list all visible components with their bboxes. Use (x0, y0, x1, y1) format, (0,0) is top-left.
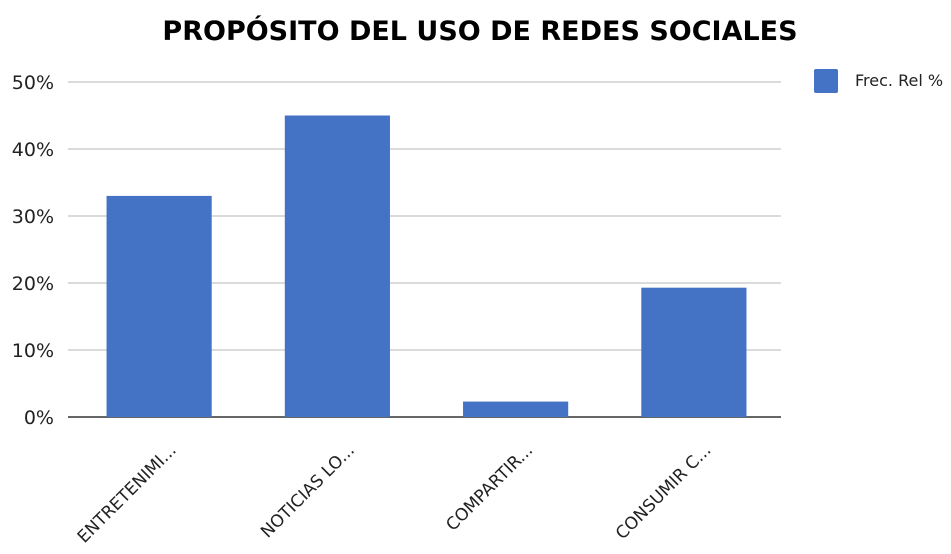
x-tick-label: CONSUMIR C... (612, 440, 715, 543)
bar (106, 195, 212, 417)
x-tick-label: NOTICIAS LO... (257, 440, 359, 542)
legend-label: Frec. Rel % (855, 71, 943, 90)
y-tick-label: 0% (24, 407, 54, 429)
y-axis: 0% 10% 20% 30% 40% 50% (12, 72, 54, 429)
legend-swatch (814, 69, 838, 93)
x-tick-label: COMPARTIR... (442, 440, 537, 535)
y-tick-label: 10% (12, 340, 54, 362)
bars-layer (106, 115, 747, 417)
y-tick-label: 40% (12, 139, 54, 161)
bar (641, 287, 747, 417)
bar (284, 115, 390, 417)
x-tick-label: ENTRETENIMI... (74, 440, 181, 547)
chart-title: PROPÓSITO DEL USO DE REDES SOCIALES (162, 15, 797, 47)
bar (463, 401, 569, 417)
legend: Frec. Rel % (814, 69, 943, 93)
y-tick-label: 30% (12, 206, 54, 228)
y-tick-label: 20% (12, 273, 54, 295)
x-axis: ENTRETENIMI... NOTICIAS LO... COMPARTIR...… (74, 440, 716, 547)
y-tick-label: 50% (12, 72, 54, 94)
